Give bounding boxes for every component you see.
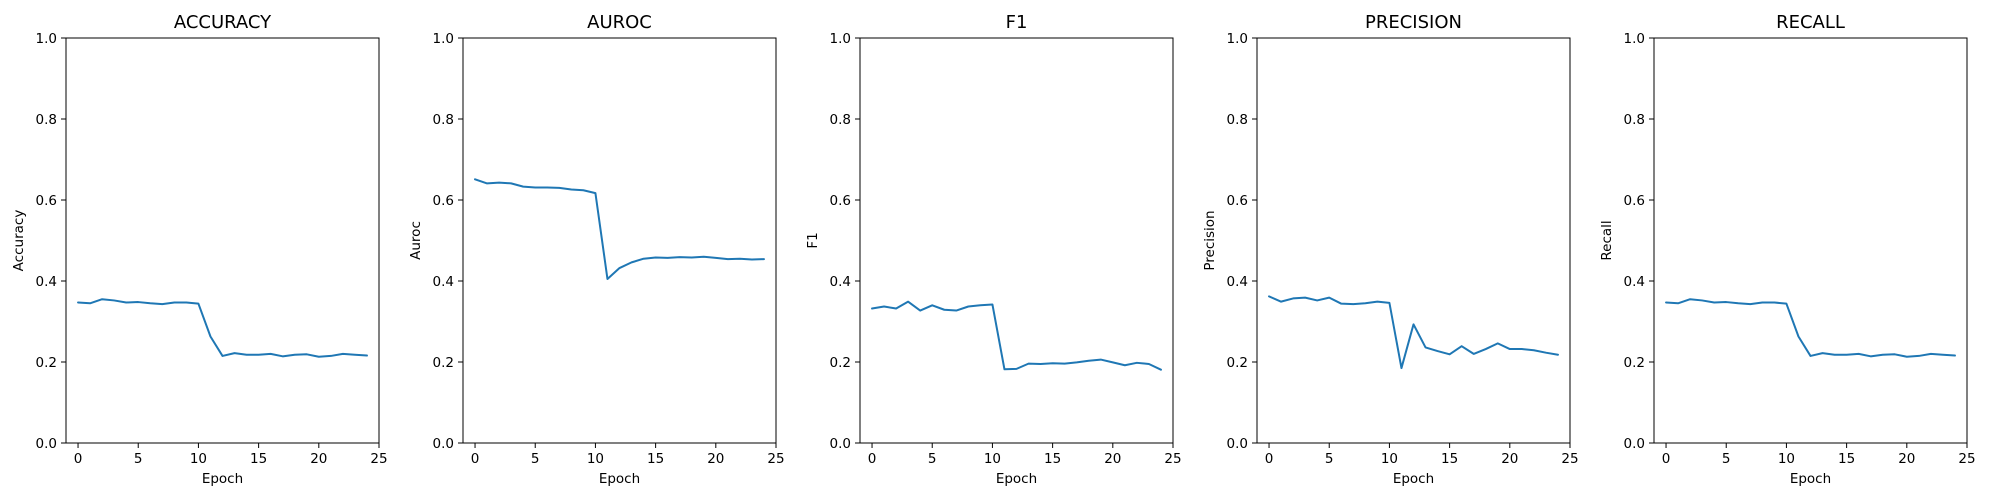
- series-line: [77, 298, 368, 358]
- x-tick-label: 20: [1104, 451, 1121, 467]
- x-tick-label: 25: [767, 451, 784, 467]
- y-tick-label: 0.0: [1624, 436, 1645, 452]
- x-tick-label: 15: [250, 451, 267, 467]
- y-tick-label: 1.0: [433, 31, 454, 47]
- y-tick-label: 1.0: [1227, 31, 1248, 47]
- x-tick-label: 0: [1662, 451, 1671, 467]
- y-tick-label: 0.4: [1624, 274, 1645, 290]
- x-tick-label: 0: [74, 451, 83, 467]
- chart-title: AUROC: [587, 12, 652, 33]
- y-tick-label: 0.0: [433, 436, 454, 452]
- y-tick-label: 1.0: [1624, 31, 1645, 47]
- y-tick-label: 0.0: [1227, 436, 1248, 452]
- plot-frame: [1256, 37, 1571, 444]
- y-tick-label: 0.8: [36, 112, 57, 128]
- series-line: [871, 300, 1162, 371]
- chart-panel-recall: RECALL 0 5 10 15 20 25 0.0 0.2 0.4 0.6 0.8 1.0 Epoch R…: [1599, 12, 1976, 487]
- x-tick-label: 15: [1838, 451, 1855, 467]
- y-tick-label: 0.6: [36, 193, 57, 209]
- x-tick-label: 25: [1164, 451, 1181, 467]
- plot-frame: [65, 37, 380, 444]
- y-tick-label: 0.2: [36, 355, 57, 371]
- chart-panel-accuracy: ACCURACY 0 5 10 15 20 25 0.0 0.2 0.4 0.6 0.8 1.0 Epoc…: [11, 12, 388, 487]
- x-tick-label: 10: [984, 451, 1001, 467]
- y-tick-label: 0.0: [36, 436, 57, 452]
- chart-title: ACCURACY: [174, 12, 272, 33]
- chart-panel-auroc: AUROC 0 5 10 15 20 25 0.0 0.2 0.4 0.6 0.8 1.0 Epoch Au…: [408, 12, 785, 487]
- x-tick-label: 15: [1044, 451, 1061, 467]
- y-tick-label: 0.2: [830, 355, 851, 371]
- x-axis-label: Epoch: [996, 471, 1037, 487]
- y-tick-label: 0.4: [1227, 274, 1248, 290]
- plot-frame: [859, 37, 1174, 444]
- y-tick-label: 0.0: [830, 436, 851, 452]
- x-tick-label: 20: [1501, 451, 1518, 467]
- plot-frame: [462, 37, 777, 444]
- chart-panel-f1: F1 0 5 10 15 20 25 0.0 0.2 0.4 0.6 0.8 1.0 Epoch F1: [805, 12, 1182, 487]
- x-tick-label: 0: [471, 451, 480, 467]
- y-tick-label: 0.4: [36, 274, 57, 290]
- x-tick-label: 10: [1381, 451, 1398, 467]
- x-tick-label: 5: [134, 451, 143, 467]
- y-tick-label: 0.6: [1624, 193, 1645, 209]
- chart-title: PRECISION: [1365, 12, 1462, 33]
- y-tick-label: 0.8: [1624, 112, 1645, 128]
- series-line: [1665, 298, 1956, 358]
- x-tick-label: 5: [1325, 451, 1334, 467]
- y-tick-label: 1.0: [36, 31, 57, 47]
- x-tick-label: 10: [190, 451, 207, 467]
- x-tick-label: 20: [707, 451, 724, 467]
- x-axis-label: Epoch: [202, 471, 243, 487]
- x-tick-label: 10: [587, 451, 604, 467]
- x-tick-label: 20: [310, 451, 327, 467]
- x-axis-label: Epoch: [599, 471, 640, 487]
- y-tick-label: 0.2: [433, 355, 454, 371]
- chart-title: RECALL: [1776, 12, 1845, 33]
- series-line: [474, 178, 765, 280]
- y-tick-label: 0.6: [433, 193, 454, 209]
- y-axis-label: Precision: [1202, 210, 1218, 270]
- chart-panel-precision: PRECISION 0 5 10 15 20 25 0.0 0.2 0.4 0.6 0.8 1.0 Epo…: [1202, 12, 1579, 487]
- y-axis-label: Recall: [1599, 220, 1615, 260]
- x-axis-label: Epoch: [1393, 471, 1434, 487]
- x-tick-label: 15: [647, 451, 664, 467]
- y-tick-label: 0.4: [830, 274, 851, 290]
- x-axis-label: Epoch: [1790, 471, 1831, 487]
- y-tick-label: 0.8: [1227, 112, 1248, 128]
- x-tick-label: 5: [1722, 451, 1731, 467]
- y-tick-label: 0.8: [433, 112, 454, 128]
- y-tick-label: 0.4: [433, 274, 454, 290]
- y-tick-label: 0.8: [830, 112, 851, 128]
- x-tick-label: 5: [928, 451, 937, 467]
- x-tick-label: 10: [1778, 451, 1795, 467]
- y-axis-label: F1: [805, 232, 821, 248]
- y-axis-label: Accuracy: [11, 210, 27, 272]
- y-tick-label: 0.2: [1624, 355, 1645, 371]
- x-tick-label: 25: [370, 451, 387, 467]
- y-tick-label: 0.2: [1227, 355, 1248, 371]
- series-line: [1268, 295, 1559, 370]
- x-tick-label: 0: [1265, 451, 1274, 467]
- x-tick-label: 5: [531, 451, 540, 467]
- y-tick-label: 1.0: [830, 31, 851, 47]
- y-tick-label: 0.6: [1227, 193, 1248, 209]
- x-tick-label: 25: [1958, 451, 1975, 467]
- chart-title: F1: [1006, 12, 1028, 33]
- x-tick-label: 15: [1441, 451, 1458, 467]
- y-tick-label: 0.6: [830, 193, 851, 209]
- x-tick-label: 25: [1561, 451, 1578, 467]
- plot-frame: [1653, 37, 1968, 444]
- y-axis-label: Auroc: [408, 221, 424, 260]
- x-tick-label: 0: [868, 451, 877, 467]
- x-tick-label: 20: [1898, 451, 1915, 467]
